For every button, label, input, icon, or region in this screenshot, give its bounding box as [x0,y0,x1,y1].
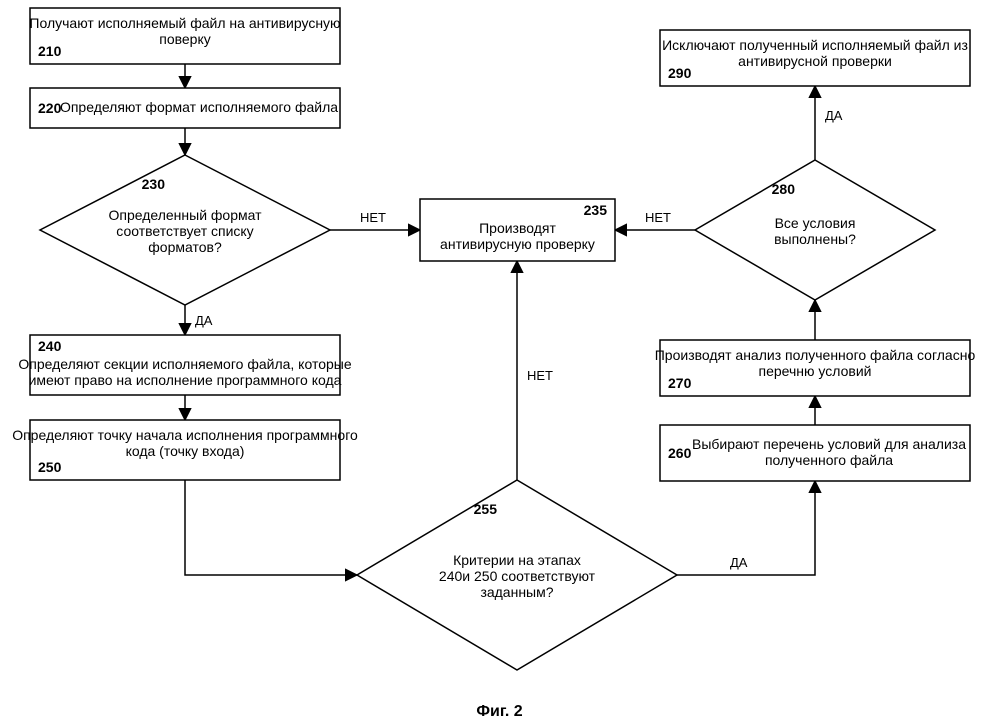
svg-text:Производят: Производят [479,220,556,236]
flowchart: НЕТ ДА НЕТ ДА НЕТ ДА Получают исполняемый файл… [0,0,999,726]
svg-text:антивирусной проверки: антивирусной проверки [738,53,892,69]
svg-text:НЕТ: НЕТ [527,368,553,383]
svg-text:Определяют точку начала исполн: Определяют точку начала исполнения прогр… [12,427,358,443]
svg-text:Получают исполняемый файл на а: Получают исполняемый файл на антивирусну… [29,15,340,31]
svg-text:полученного файла: полученного файла [765,452,893,468]
node-n260: 260Выбирают перечень условий для анализа… [660,425,970,481]
svg-text:Фиг. 2: Фиг. 2 [476,703,522,720]
svg-text:Производят анализ полученного: Производят анализ полученного файла согл… [655,347,976,363]
svg-text:250: 250 [38,459,62,475]
svg-text:Исключают полученный исполняем: Исключают полученный исполняемый файл из [662,37,968,53]
svg-text:кода (точку входа): кода (точку входа) [126,443,245,459]
svg-text:270: 270 [668,375,692,391]
svg-text:НЕТ: НЕТ [360,210,386,225]
svg-text:260: 260 [668,445,692,461]
node-n250: Определяют точку начала исполнения прогр… [12,420,358,480]
svg-text:Выбирают перечень условий для: Выбирают перечень условий для анализа [692,436,966,452]
svg-text:Определяют формат исполняемого: Определяют формат исполняемого файла [60,99,338,115]
svg-text:форматов?: форматов? [148,239,222,255]
node-n210: Получают исполняемый файл на антивирусну… [29,8,340,64]
svg-text:290: 290 [668,65,692,81]
svg-text:240и 250 соответствуют: 240и 250 соответствуют [439,568,596,584]
node-n235: 235 Производятантивирусную проверку [420,199,615,261]
svg-text:255: 255 [474,501,498,517]
svg-text:Все условия: Все условия [775,215,856,231]
svg-text:заданным?: заданным? [480,584,553,600]
node-n270: Производят анализ полученного файла согл… [655,340,976,396]
svg-text:280: 280 [772,181,796,197]
svg-text:перечню условий: перечню условий [759,363,872,379]
svg-text:имеют право на исполнение прог: имеют право на исполнение программного к… [29,372,342,388]
node-n230: 230 Определенный форматсоответствует спис… [40,155,330,305]
svg-text:235: 235 [584,202,608,218]
svg-text:220: 220 [38,100,62,116]
svg-text:ДА: ДА [195,313,213,328]
svg-text:соответствует списку: соответствует списку [116,223,253,239]
svg-text:антивирусную проверку: антивирусную проверку [440,236,595,252]
svg-text:Определенный формат: Определенный формат [108,207,262,223]
node-n280: 280 Все условиявыполнены? [695,160,935,300]
node-n240: 240 Определяют секции исполняемого файла,… [18,335,351,395]
svg-text:240: 240 [38,338,62,354]
svg-text:ДА: ДА [825,108,843,123]
svg-text:поверку: поверку [159,31,211,47]
svg-text:НЕТ: НЕТ [645,210,671,225]
svg-text:Критерии на этапах: Критерии на этапах [453,552,581,568]
svg-text:230: 230 [142,176,166,192]
node-n220: 220Определяют формат исполняемого файла [30,88,340,128]
edge-5 [185,480,357,575]
svg-text:210: 210 [38,43,62,59]
node-n255: 255 Критерии на этапах240и 250 соответств… [357,480,677,670]
svg-text:выполнены?: выполнены? [774,231,856,247]
node-n290: Исключают полученный исполняемый файл из… [660,30,970,86]
svg-text:ДА: ДА [730,555,748,570]
svg-text:Определяют секции исполняемого: Определяют секции исполняемого файла, ко… [18,356,351,372]
